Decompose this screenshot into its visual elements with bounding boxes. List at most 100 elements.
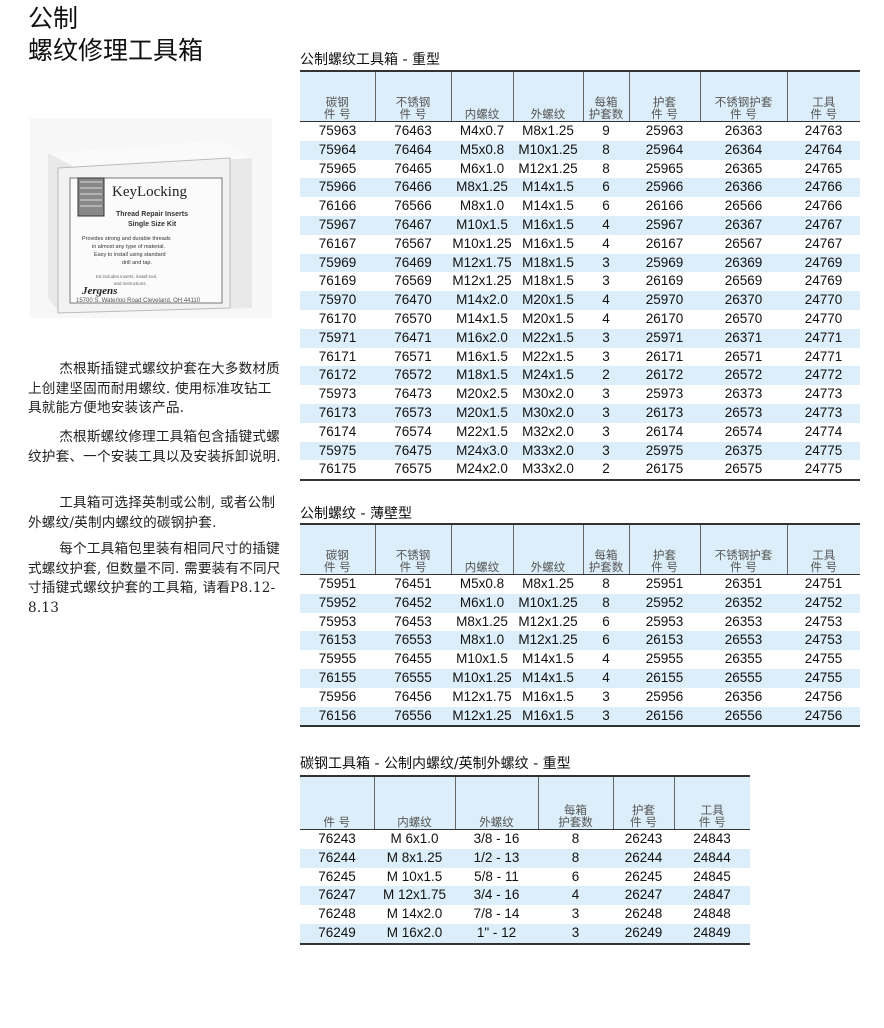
table-row: 76244 M 8x1.25 1/2 - 13 8 26244 24844: [300, 848, 750, 868]
table-cell: 26167: [645, 235, 684, 251]
table-cell: 25963: [645, 123, 684, 138]
table-cell: 75964: [300, 140, 375, 160]
table-cell: 76173: [300, 403, 375, 423]
table-cell: M12x1.75: [452, 688, 512, 704]
svg-text:and instructions.: and instructions.: [114, 281, 147, 286]
table-cell: 75969: [300, 253, 375, 273]
table-cell: M 6x1.0: [390, 831, 439, 846]
table-cell: M8x1.25: [451, 178, 513, 198]
table-cell: M14x1.5: [456, 310, 508, 326]
table-row: 76171 76571 M16x1.5 M22x1.5 3 26171 26571 24771: [300, 348, 860, 367]
table-cell: M16x1.5: [456, 348, 508, 364]
svg-text:Kit includes inserts, install: Kit includes inserts, install tool,: [96, 274, 157, 279]
table-cell: M16x1.5: [522, 235, 574, 251]
table-cell: 26156: [629, 706, 700, 727]
table-cell: M12x1.25: [451, 706, 513, 727]
table-cell: 2: [583, 366, 629, 386]
table-cell: 24756: [804, 688, 843, 704]
table-cell: 76451: [394, 576, 432, 591]
column-header: 内螺纹: [450, 524, 513, 575]
table-cell: 76572: [375, 366, 451, 386]
table-cell: 26166: [645, 198, 684, 214]
table-cell: 76465: [394, 160, 432, 176]
page-title-line2: 螺纹修理工具箱: [28, 36, 204, 65]
table-cell: M5x0.8: [459, 576, 505, 591]
table-cell: 3: [538, 923, 613, 944]
table-cell: M22x1.5: [522, 348, 574, 364]
table-cell: 76249: [300, 923, 374, 944]
table-cell: 76245: [318, 868, 356, 884]
table-cell: 24774: [804, 423, 843, 439]
table-cell: 25966: [629, 178, 700, 198]
table-cell: M14x1.5: [522, 198, 574, 214]
table-cell: 3: [571, 906, 580, 922]
table-cell: 76175: [318, 461, 357, 477]
table-cell: 26369: [700, 253, 787, 273]
table-row: 76156 76556 M12x1.25 M16x1.5 3 26156 26556 2475…: [300, 706, 860, 727]
table-cell: 3: [583, 253, 629, 273]
column-header: 不锈钢 件 号: [374, 71, 451, 122]
table-row: 75970 76470 M14x2.0 M20x1.5 4 25970 26370 24770: [300, 291, 860, 310]
table-cell: 24756: [787, 706, 860, 727]
table-cell: M6x1.0: [459, 160, 505, 176]
table-cell: 75975: [300, 441, 375, 461]
svg-text:in almost any type of material: in almost any type of material.: [92, 244, 166, 250]
table-cell: 24763: [804, 123, 843, 138]
table-cell: M18x1.5: [451, 366, 513, 386]
table-cell: 26570: [724, 310, 763, 326]
table-row: 76169 76569 M12x1.25 M18x1.5 3 26169 26569 2476…: [300, 272, 860, 291]
column-header: 不锈钢 件 号: [374, 524, 451, 575]
column-header: 外螺纹: [512, 524, 583, 575]
table-cell: 26365: [724, 160, 763, 176]
table-cell: 76466: [375, 178, 451, 198]
column-header: 内螺纹: [373, 776, 455, 830]
table-cell: 76470: [375, 291, 451, 310]
table-cell: 76455: [394, 651, 432, 667]
table-cell: 76569: [394, 273, 432, 289]
table-cell: 76553: [375, 631, 451, 651]
table-cell: 4: [602, 310, 610, 326]
table-title-metric-heavy: 公制螺纹工具箱 - 重型: [300, 52, 440, 68]
table-cell: 4: [583, 291, 629, 310]
table-cell: 26248: [624, 906, 663, 922]
table-cell: M4x0.7: [459, 123, 505, 138]
table-cell: 24751: [804, 576, 843, 591]
table-cell: M10x1.25: [513, 593, 583, 613]
column-header: 护套 件 号: [628, 71, 700, 122]
table-cell: 24769: [804, 273, 843, 289]
table-cell: 6: [583, 631, 629, 651]
table-cell: 26155: [629, 668, 700, 688]
table-cell: 76570: [394, 310, 432, 326]
table-cell: 75953: [318, 613, 357, 629]
table-cell: 26173: [629, 403, 700, 423]
table-cell: 25951: [645, 576, 684, 591]
table-cell: M16x1.5: [513, 215, 583, 235]
table-cell: M18x1.5: [522, 273, 574, 289]
table-cell: 24772: [787, 366, 860, 386]
table-cell: 26169: [645, 273, 684, 289]
table-cell: 26243: [624, 831, 663, 846]
table-row: 75971 76471 M16x2.0 M22x1.5 3 25971 26371 24771: [300, 328, 860, 348]
table-cell: 26352: [700, 593, 787, 613]
table-cell: 24766: [787, 178, 860, 198]
table-cell: 3: [583, 328, 629, 348]
header-row: 件 号内螺纹 外螺纹 每箱 护套数 护套 件 号工具 件 号: [300, 776, 750, 830]
table-row: 76172 76572 M18x1.5 M24x1.5 2 26172 26572 24772: [300, 366, 860, 386]
table-cell: 24767: [804, 235, 843, 251]
table-row: 76155 76555 M10x1.25 M14x1.5 4 26155 26555 2475…: [300, 668, 860, 688]
column-header: 工具 件 号: [786, 524, 860, 575]
table-cell: M12x1.25: [518, 613, 578, 629]
table-cell: 76169: [318, 273, 357, 289]
table-cell: 8: [583, 140, 629, 160]
table-cell: M10x1.25: [451, 668, 513, 688]
column-header: 内螺纹: [450, 71, 513, 122]
table-cell: 76171: [318, 348, 357, 364]
table-cell: 1/2 - 13: [455, 848, 538, 868]
column-header: 外螺纹: [454, 776, 538, 830]
table-cell: 76573: [375, 403, 451, 423]
table-cell: M8x1.0: [451, 631, 513, 651]
table-cell: 24752: [787, 593, 860, 613]
table-cell: 75973: [318, 386, 357, 402]
table-cell: 8: [602, 576, 610, 591]
description-paragraph: 杰根斯插键式螺纹护套在大多数材质上创建坚固而耐用螺纹. 使用标准攻钻工具就能方便…: [28, 361, 280, 417]
